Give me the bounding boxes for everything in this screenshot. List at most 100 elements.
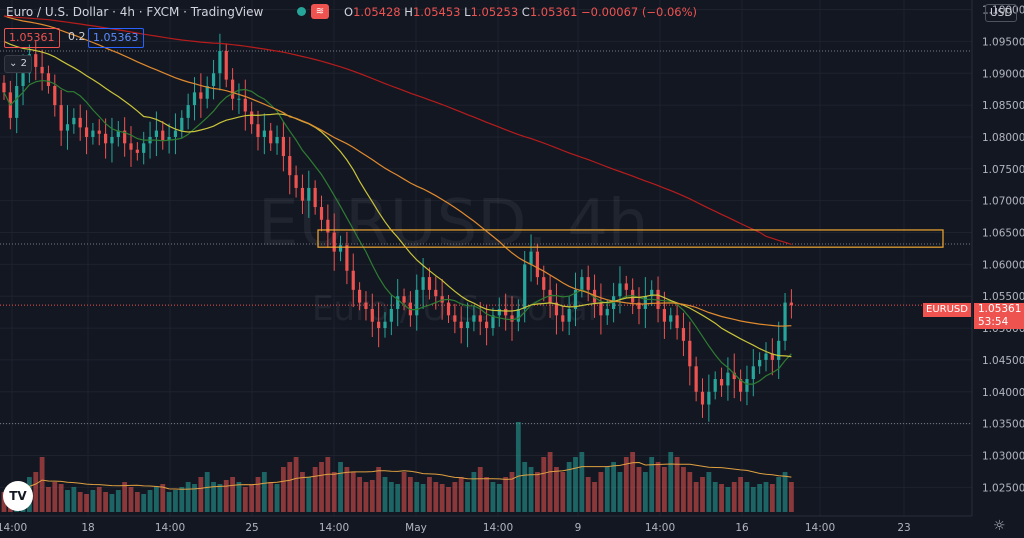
volume-bar bbox=[662, 467, 667, 512]
candle-body bbox=[402, 296, 406, 303]
volume-bar bbox=[401, 472, 407, 512]
symbol-tag: EURUSD bbox=[923, 303, 971, 317]
volume-bar bbox=[369, 480, 375, 512]
settings-icon[interactable]: ☼ bbox=[993, 518, 1006, 534]
volume-bar bbox=[446, 487, 451, 512]
volume-bar bbox=[192, 484, 197, 512]
volume-bar bbox=[744, 482, 750, 512]
ohlc-legend: O1.05428 H1.05453 L1.05253 C1.05361 −0.0… bbox=[344, 5, 697, 19]
volume-bar bbox=[395, 484, 401, 512]
volume-bar bbox=[636, 467, 642, 512]
candle-body bbox=[300, 187, 305, 201]
buy-button[interactable]: 1.05363 bbox=[88, 28, 144, 48]
candle-body bbox=[707, 391, 711, 405]
candle-body bbox=[427, 277, 432, 290]
volume-bar bbox=[789, 482, 794, 512]
candle-body bbox=[326, 219, 330, 233]
market-open-icon bbox=[297, 7, 306, 16]
volume-bar bbox=[776, 477, 782, 512]
price-tick-label: 1.02500 bbox=[982, 482, 1024, 494]
candle-body bbox=[167, 136, 171, 141]
time-tick-label: 18 bbox=[81, 522, 94, 534]
last-price: 1.05361 bbox=[978, 303, 1022, 315]
candle-body bbox=[2, 82, 6, 93]
moving-averages bbox=[3, 15, 792, 385]
candle-body bbox=[542, 277, 546, 290]
price-tick-label: 1.03000 bbox=[982, 450, 1024, 462]
volume-bar bbox=[655, 462, 661, 512]
volume-ma-line bbox=[3, 461, 792, 494]
sell-button[interactable]: 1.05361 bbox=[4, 28, 60, 48]
volume-bar bbox=[554, 467, 559, 512]
volume-bar bbox=[757, 484, 763, 512]
volume-bar bbox=[763, 482, 769, 512]
volume-bar bbox=[344, 467, 350, 512]
candle-body bbox=[294, 175, 298, 188]
resistance-zone[interactable] bbox=[317, 229, 944, 248]
price-tick-label: 1.09000 bbox=[982, 68, 1024, 80]
candle-body bbox=[59, 105, 63, 131]
currency-button[interactable]: USD bbox=[985, 4, 1018, 22]
volume-bar bbox=[300, 472, 305, 512]
candle-body bbox=[358, 289, 362, 303]
time-tick-label: 14:00 bbox=[645, 522, 675, 534]
candle-body bbox=[142, 143, 146, 153]
alert-icon[interactable]: ≋ bbox=[311, 4, 329, 19]
spread-value: 0.2 bbox=[68, 30, 86, 43]
volume-bar bbox=[623, 457, 629, 512]
candle-body bbox=[478, 315, 482, 322]
candle-body bbox=[421, 277, 425, 290]
candle-body bbox=[605, 308, 609, 316]
volume-bar bbox=[274, 484, 280, 512]
volume-bar bbox=[236, 482, 242, 512]
volume-bar bbox=[642, 472, 648, 512]
time-tick-label: 14:00 bbox=[319, 522, 349, 534]
volume-bar bbox=[185, 482, 191, 512]
price-axis-labels: 1.10000 1.09500 1.09000 1.08500 1.08000 1.075… bbox=[982, 5, 1024, 495]
indicators-toggle[interactable]: ⌄ 2 bbox=[4, 55, 32, 73]
price-tick-label: 1.06500 bbox=[982, 228, 1024, 240]
volume-bar bbox=[452, 482, 458, 512]
price-tick-label: 1.07500 bbox=[982, 164, 1024, 176]
indicators-count: 2 bbox=[20, 58, 27, 69]
candle-body bbox=[338, 245, 343, 252]
candle-body bbox=[275, 136, 279, 144]
volume-bar bbox=[439, 484, 445, 512]
time-tick-label: 14:00 bbox=[0, 522, 27, 534]
candle-body bbox=[459, 321, 463, 329]
candle-body bbox=[97, 130, 101, 134]
time-tick-label: 9 bbox=[575, 522, 582, 534]
candle-body bbox=[307, 187, 311, 201]
candle-body bbox=[351, 270, 355, 290]
volume-bar bbox=[477, 467, 483, 512]
volume-bar bbox=[522, 462, 528, 512]
volume-bar bbox=[585, 477, 591, 512]
candle-body bbox=[764, 353, 768, 360]
volume-bar bbox=[230, 477, 235, 512]
close-label: C bbox=[521, 5, 530, 19]
candle-body bbox=[389, 308, 393, 322]
volume-bar bbox=[700, 477, 705, 512]
volume-bar bbox=[77, 492, 83, 512]
volume-bar bbox=[217, 484, 223, 512]
candle-body bbox=[186, 105, 190, 118]
candle-body bbox=[485, 321, 489, 329]
volume-bar bbox=[382, 477, 388, 512]
volume-bar bbox=[687, 472, 693, 512]
bar-countdown: 53:54 bbox=[978, 316, 1009, 328]
price-axis[interactable] bbox=[972, 0, 1024, 538]
candle-body bbox=[91, 130, 95, 137]
horizontal-levels bbox=[0, 50, 972, 425]
volume-bar bbox=[33, 472, 39, 512]
volume-bar bbox=[249, 484, 255, 512]
tradingview-logo[interactable]: TV bbox=[3, 481, 33, 511]
volume-bar bbox=[515, 422, 521, 512]
candle-body bbox=[675, 315, 679, 329]
candle-body bbox=[46, 73, 51, 86]
volume-bar bbox=[388, 482, 394, 512]
volume-bar bbox=[134, 492, 140, 512]
time-axis[interactable] bbox=[0, 516, 1024, 538]
candle-body bbox=[129, 143, 133, 150]
volume-bar bbox=[84, 494, 89, 512]
